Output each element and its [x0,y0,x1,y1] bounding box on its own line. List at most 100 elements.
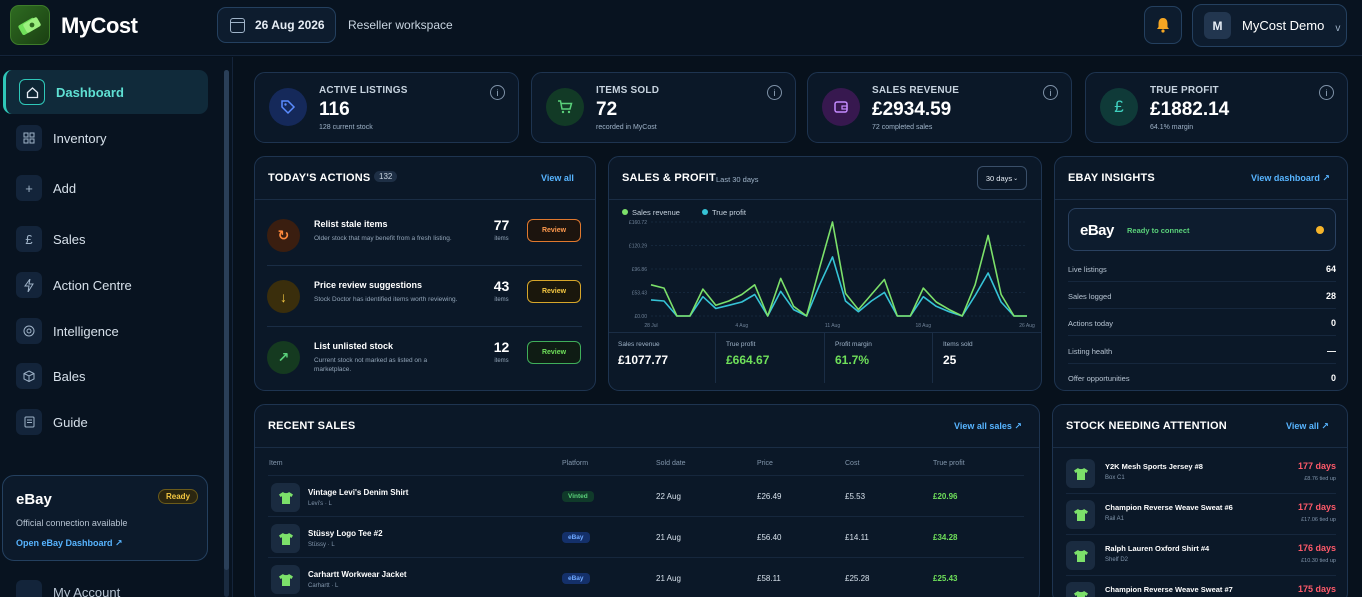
open-ebay-dashboard-link[interactable]: Open eBay Dashboard ↗ [16,538,123,548]
stat-value: 72 [596,99,618,120]
days-in-stock: 176 days [1297,543,1336,553]
sidebar-item-inventory[interactable]: Inventory [3,116,208,160]
table-row[interactable]: Carhartt Workwear Jacket Carhartt · L eB… [268,557,1024,597]
view-all-actions-link[interactable]: View all [541,173,574,183]
review-button[interactable]: Review [527,341,581,364]
stat-value: 116 [319,99,350,120]
tied-up-value: £10.30 tied up [1301,558,1336,564]
action-unit: items [494,297,509,303]
info-icon[interactable]: i [767,85,782,100]
sidebar-item-action-centre[interactable]: Action Centre [3,263,208,307]
wallet-icon [822,88,860,126]
metric-label: Profit margin [835,341,872,348]
x-tick-label: 4 Aug [735,323,748,329]
column-header: Cost [845,460,860,467]
tshirt-icon [1066,582,1095,597]
insight-row: Listing health — [1068,337,1336,364]
sold-date: 22 Aug [656,492,681,501]
stat-card-sales-revenue: SALES REVENUE £2934.59 72 completed sale… [807,72,1072,143]
true-profit: £34.28 [933,533,958,542]
arrow-down-icon: ↓ [267,280,300,313]
status-dot-icon [1316,226,1324,234]
stat-label: ACTIVE LISTINGS [319,85,408,96]
stat-value: £2934.59 [872,99,952,120]
days-in-stock: 177 days [1297,461,1336,471]
count-badge: 132 [374,171,398,182]
item-name: Vintage Levi's Denim Shirt [308,488,409,497]
y-tick-label: £53.43 [632,291,648,297]
sidebar-item-label: Action Centre [53,277,132,293]
sidebar-item-label: Add [53,180,77,196]
range-select[interactable]: 30 days ⌄ [977,166,1027,190]
x-tick-label: 26 Aug [1019,323,1035,329]
card-title: RECENT SALES [268,420,356,432]
sidebar-item-label: Dashboard [56,84,124,100]
metric-value: £1077.77 [618,353,669,367]
ebay-connection-card: eBay Ready Official connection available… [2,475,208,561]
status-badge: Ready [158,489,199,504]
series-line [650,221,1027,317]
list-item[interactable]: Ralph Lauren Oxford Shirt #4 Shelf D2 17… [1066,535,1336,576]
sidebar-scrollbar-thumb[interactable] [224,70,229,570]
metric-label: Items sold [943,341,973,348]
insight-row: Offer opportunities 0 [1068,364,1336,390]
ebay-card-title: eBay [16,491,52,508]
sidebar-item-label: Guide [53,414,88,430]
info-icon[interactable]: i [490,85,505,100]
review-button[interactable]: Review [527,219,581,242]
date-picker[interactable]: 26 Aug 2026 [217,7,336,43]
sidebar-item-label: Intelligence [53,323,119,339]
insight-value: 0 [1330,373,1336,383]
notifications-button[interactable] [1144,6,1182,44]
cost: £5.53 [845,492,866,501]
action-item: ↓ Price review suggestions Stock Doctor … [267,268,582,328]
info-icon[interactable]: i [1319,85,1334,100]
metric-label: Sales revenue [618,341,660,348]
view-all-stock-link[interactable]: View all ↗ [1286,421,1329,431]
stock-location: Box C1 [1105,475,1125,481]
workspace-label: Reseller workspace [348,18,453,32]
item-meta: Carhartt · L [308,583,339,589]
ebay-connect-panel[interactable]: eBay Ready to connect [1068,208,1336,251]
info-icon[interactable]: i [1043,85,1058,100]
insight-value: — [1327,346,1336,356]
book-icon [16,409,42,435]
chevron-down-icon: v [1335,23,1341,34]
review-button[interactable]: Review [527,280,581,303]
stat-label: SALES REVENUE [872,85,960,96]
insight-label: Offer opportunities [1068,374,1130,383]
grid-icon [16,125,42,151]
sidebar-item-dashboard[interactable]: Dashboard [3,70,208,114]
sidebar-item-intelligence[interactable]: Intelligence [3,309,208,353]
view-dashboard-link[interactable]: View dashboard ↗ [1251,173,1330,183]
user-menu[interactable]: M MyCost Demo v [1192,4,1347,47]
action-unit: items [494,358,509,364]
insight-value: 28 [1325,291,1336,301]
app-name: MyCost [61,13,138,38]
view-all-sales-link[interactable]: View all sales ↗ [954,421,1022,431]
sidebar-item-add[interactable]: + Add [3,166,208,210]
sidebar-item-my-account[interactable]: My Account [53,585,121,597]
stock-item-name: Champion Reverse Weave Sweat #7 [1105,585,1233,594]
arrow-up-right-icon: ↗ [267,341,300,374]
table-row[interactable]: Vintage Levi's Denim Shirt Levi's · L Vi… [268,475,1024,516]
sidebar-item-sales[interactable]: £ Sales [3,217,208,261]
sidebar-item-bales[interactable]: Bales [3,354,208,398]
action-count: 12 [493,339,510,355]
action-title: Price review suggestions [314,280,423,290]
card-subtitle: Last 30 days [716,175,759,184]
app-logo[interactable] [10,5,50,45]
tshirt-icon [271,524,300,553]
table-row[interactable]: Stüssy Logo Tee #2 Stüssy · L eBay 21 Au… [268,516,1024,557]
stock-location: Rail A1 [1105,516,1125,522]
x-tick-label: 18 Aug [915,323,931,329]
plus-icon: + [16,175,42,201]
list-item[interactable]: Champion Reverse Weave Sweat #7 175 days [1066,576,1336,597]
tshirt-icon [1066,500,1095,529]
refresh-icon: ↻ [267,219,300,252]
list-item[interactable]: Y2K Mesh Sports Jersey #8 Box C1 177 day… [1066,453,1336,494]
sidebar-item-guide[interactable]: Guide [3,400,208,444]
list-item[interactable]: Champion Reverse Weave Sweat #6 Rail A1 … [1066,494,1336,535]
item-meta: Levi's · L [308,501,332,507]
stock-location: Shelf D2 [1105,557,1129,563]
